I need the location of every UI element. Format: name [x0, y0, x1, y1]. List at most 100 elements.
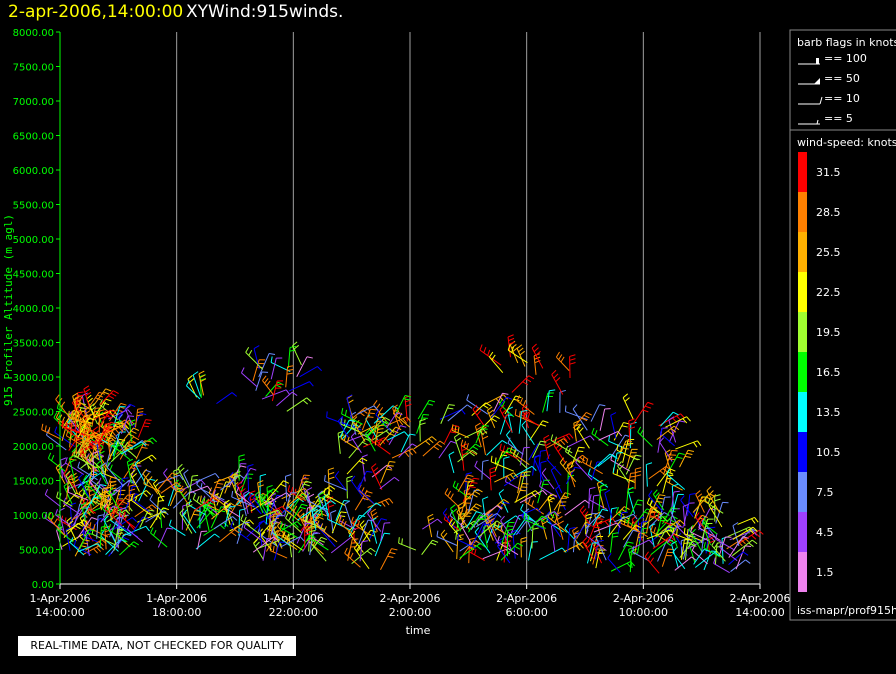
- barb-feather: [648, 539, 654, 545]
- barb-shaft: [676, 537, 688, 556]
- barb-feather: [289, 536, 296, 540]
- barb-feather: [444, 488, 449, 494]
- barb-feather: [101, 507, 106, 513]
- barb-shaft: [224, 506, 230, 528]
- wind-barb-446: [297, 509, 309, 534]
- wind-barb-570: [395, 395, 412, 414]
- barb-feather: [97, 543, 102, 549]
- barb-feather: [114, 425, 121, 428]
- barb-feather: [514, 409, 517, 416]
- barb-feather: [635, 503, 642, 506]
- barb-feather: [666, 468, 670, 475]
- wind-barb-977: [732, 526, 758, 540]
- barb-shaft: [306, 499, 328, 513]
- barb-feather: [625, 544, 632, 547]
- wind-barb-343: [203, 503, 211, 532]
- barb-feather: [249, 490, 256, 494]
- barb-shaft: [610, 561, 631, 572]
- barb-feather: [129, 441, 136, 444]
- barb-shaft: [304, 507, 309, 527]
- barb-feather: [494, 457, 497, 464]
- barb-feather: [230, 531, 237, 537]
- barb-feather: [627, 541, 634, 544]
- barb-feather: [665, 475, 669, 482]
- barb-feather: [489, 470, 496, 474]
- barb-feather: [595, 532, 601, 537]
- barb-shaft: [262, 380, 275, 396]
- wind-barb-683: [494, 472, 519, 483]
- barb-feather: [133, 436, 140, 441]
- barb-feather: [71, 472, 77, 477]
- barb-shaft: [186, 385, 201, 400]
- barb-feather: [581, 508, 587, 514]
- barb-feather: [70, 422, 73, 429]
- barb-feather: [258, 484, 264, 488]
- barb-feather: [479, 430, 484, 436]
- barb-feather: [703, 542, 706, 549]
- barb-feather: [472, 449, 478, 455]
- wind-barb-637: [466, 394, 489, 415]
- barb-feather: [622, 447, 629, 450]
- barb-feather: [273, 513, 280, 516]
- wind-barb-964: [650, 494, 666, 514]
- barb-feather: [371, 435, 375, 441]
- barb-shaft: [728, 551, 744, 566]
- barb-feather: [468, 546, 475, 551]
- barb-shaft: [44, 494, 62, 508]
- wind-barb-615: [499, 405, 513, 433]
- barb-feather: [604, 520, 610, 527]
- barb-feather: [74, 412, 77, 419]
- barb-feather: [689, 492, 696, 495]
- barb-feather: [125, 509, 131, 515]
- barb-shaft: [617, 512, 623, 535]
- barb-feather: [758, 530, 764, 535]
- barb-feather: [262, 520, 269, 525]
- barb-feather: [145, 472, 150, 478]
- barb-feather: [535, 490, 540, 496]
- wind-barb-436: [247, 493, 262, 515]
- barb-feather: [646, 462, 653, 466]
- barb-feather: [326, 411, 328, 418]
- barb-feather: [635, 467, 642, 470]
- barb-feather: [286, 537, 290, 544]
- barb-feather: [196, 495, 200, 502]
- barb-feather: [91, 517, 98, 520]
- barb-feather: [248, 350, 253, 356]
- barb-feather: [107, 502, 114, 507]
- barb-shaft: [460, 524, 473, 546]
- barb-feather: [87, 532, 94, 535]
- barb-feather: [316, 520, 320, 527]
- barb-feather: [124, 497, 131, 502]
- barb-feather: [627, 491, 634, 494]
- barb-feather: [166, 479, 172, 483]
- barb-feather: [162, 507, 170, 511]
- barb-shaft: [550, 469, 563, 494]
- barb-feather: [313, 541, 318, 548]
- barb-feather: [509, 474, 515, 480]
- barb-feather: [401, 538, 403, 545]
- barb-feather: [442, 532, 448, 539]
- barb-legend-title: barb flags in knots: [797, 36, 896, 49]
- barb-feather: [125, 405, 131, 410]
- barb-feather: [612, 535, 619, 538]
- wind-barb-753: [520, 536, 527, 558]
- barb-feather: [659, 494, 666, 497]
- barb-feather: [98, 477, 102, 484]
- barb-feather: [238, 454, 245, 457]
- wind-barb-396: [259, 493, 273, 514]
- barb-feather: [65, 457, 68, 464]
- wind-barb-70: [137, 419, 152, 438]
- barb-feather: [541, 515, 548, 520]
- barb-feather: [436, 530, 439, 537]
- barb-feather: [525, 378, 532, 383]
- barb-feather: [327, 487, 333, 492]
- barb-feather: [628, 546, 635, 550]
- wind-barb-492: [350, 475, 366, 501]
- barb-shaft: [245, 352, 264, 370]
- barb-feather: [539, 518, 545, 523]
- barb-shaft: [475, 512, 498, 528]
- barb-feather: [489, 466, 496, 470]
- wind-barb-783: [613, 422, 630, 441]
- barb-feather: [455, 437, 462, 442]
- barb-feather: [186, 504, 193, 508]
